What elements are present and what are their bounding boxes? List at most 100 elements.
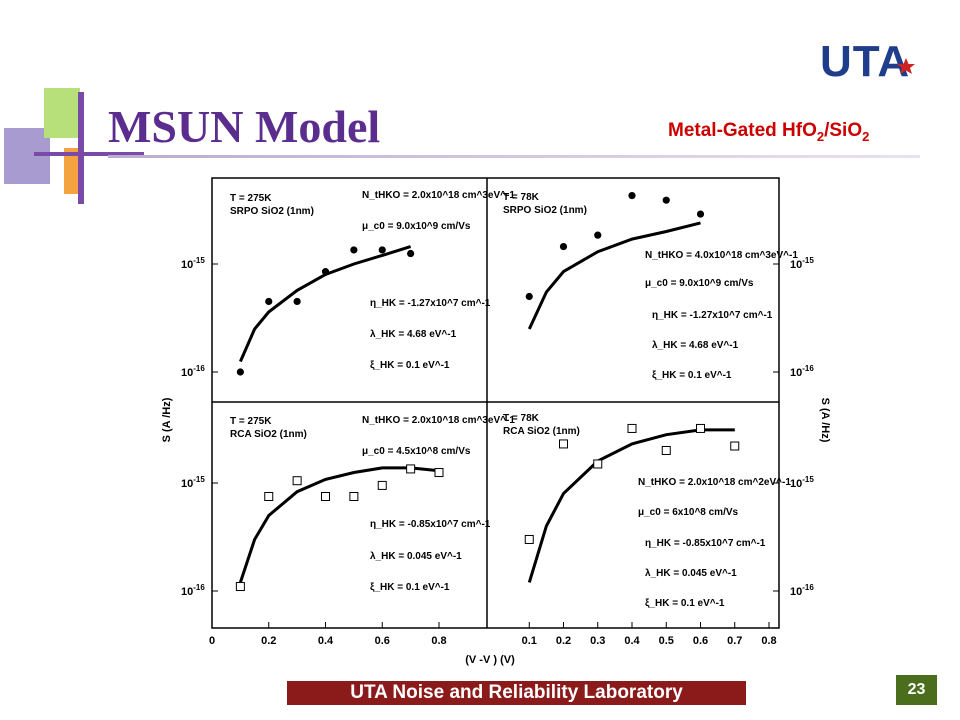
slide-number: 23 [896,675,937,705]
param-annotation-top-right: ξ_HK = 0.1 eV^-1 [652,370,732,381]
fit-curve-bottom-left [238,466,440,583]
data-point-bottom-left [377,480,387,490]
data-point-bottom-left [434,468,444,478]
data-point-top-left [378,246,386,254]
y-tick-label-right: 10-16 [790,583,814,598]
y-tick-exponent: -15 [193,256,205,265]
decor-square-green [44,88,80,138]
panel-header-top-right: SRPO SiO2 (1nm) [503,205,587,216]
x-tick-label-left: 0.4 [318,635,334,647]
param-annotation-top-left: N_tHKO = 2.0x10^18 cm^3eV^-1 [362,190,515,201]
data-point-bottom-right [593,459,603,469]
panel-header-bottom-left: T = 275K [230,416,272,427]
param-annotation-bottom-left: N_tHKO = 2.0x10^18 cm^3eV^-1 [362,415,515,426]
y-tick-label-right: 10-16 [790,364,814,379]
fit-curve-top-left [239,245,412,363]
data-point-bottom-left [349,491,359,501]
param-annotation-bottom-right: ξ_HK = 0.1 eV^-1 [645,598,725,609]
title-divider [108,155,920,158]
panel-header-top-left: T = 275K [230,193,272,204]
data-point-bottom-left [406,464,416,474]
param-annotation-top-right: N_tHKO = 4.0x10^18 cm^3eV^-1 [645,250,798,261]
data-point-bottom-left [292,476,302,486]
y-tick-label-left: 10-16 [181,364,205,379]
y-tick-label-left: 10-15 [181,475,205,490]
param-annotation-bottom-left: λ_HK = 0.045 eV^-1 [370,551,462,562]
y-tick-exponent: -15 [193,475,205,484]
data-point-top-left [293,297,301,306]
y-tick-exponent: -16 [802,583,814,592]
slide-subtitle: Metal-Gated HfO2/SiO2 [668,120,869,144]
param-annotation-top-right: μ_c0 = 9.0x10^9 cm/Vs [645,278,754,289]
data-point-top-left [321,268,330,276]
y-tick-exponent: -16 [193,583,205,592]
data-point-top-left [407,249,415,258]
x-tick-label-right: 0.4 [624,635,640,647]
panel-header-top-right: T = 78K [503,192,540,203]
x-tick-label-left: 0.6 [375,635,390,647]
x-tick-label-left: 0.8 [431,635,446,647]
y-tick-label-left: 10-16 [181,583,205,598]
x-tick-label-right: 0.6 [693,635,708,647]
y-tick-exponent: -16 [193,364,205,373]
panel-header-bottom-right: T = 78K [503,413,540,424]
param-annotation-bottom-left: η_HK = -0.85x10^7 cm^-1 [370,519,491,530]
panel-header-bottom-right: RCA SiO2 (1nm) [503,426,580,437]
param-annotation-top-left: η_HK = -1.27x10^7 cm^-1 [370,298,491,309]
param-annotation-bottom-right: λ_HK = 0.045 eV^-1 [645,568,737,579]
subtitle-sub-1: 2 [816,128,825,144]
y-tick-label-left: 10-15 [181,256,205,271]
star-icon [897,58,915,74]
data-point-top-left [265,297,273,306]
x-tick-label-right: 0.5 [659,635,674,647]
data-point-bottom-left [235,582,245,592]
x-tick-label-left: 0 [209,635,215,647]
x-tick-label-left: 0.2 [261,635,276,647]
param-annotation-bottom-right: η_HK = -0.85x10^7 cm^-1 [645,538,766,549]
footer-lab-name: UTA Noise and Reliability Laboratory [287,681,746,705]
data-point-top-right [628,191,636,200]
y-axis-label-left: S (A /Hz) [161,397,173,442]
x-axis-label: (V -V ) (V) [465,654,515,666]
data-point-bottom-right [627,423,637,433]
y-tick-exponent: -15 [802,475,814,484]
data-point-bottom-left [264,491,274,501]
uta-logo: UTA [820,37,915,84]
data-point-bottom-right [661,445,671,455]
data-point-top-right [662,196,670,204]
param-annotation-bottom-right: μ_c0 = 6x10^8 cm/Vs [638,507,739,518]
data-point-top-left [236,368,244,376]
param-annotation-bottom-left: ξ_HK = 0.1 eV^-1 [370,582,450,593]
param-annotation-bottom-left: μ_c0 = 4.5x10^8 cm/Vs [362,446,471,457]
subtitle-mid: /SiO [824,120,863,141]
param-annotation-top-right: λ_HK = 4.68 eV^-1 [652,340,739,351]
data-point-bottom-right [730,441,740,451]
uta-logo-text: UTA [820,37,910,84]
data-point-top-right [696,210,705,218]
subtitle-prefix: Metal-Gated HfO [668,120,817,141]
subtitle-sub-2: 2 [862,128,870,144]
param-annotation-top-left: μ_c0 = 9.0x10^9 cm/Vs [362,221,471,232]
x-tick-label-right: 0.1 [522,635,537,647]
y-axis-label-right: S (A /Hz) [819,398,831,443]
data-point-bottom-right [696,423,705,433]
data-point-top-right [594,231,602,239]
param-annotation-bottom-right: N_tHKO = 2.0x10^18 cm^2eV^-1 [638,477,791,488]
slide-title: MSUN Model [108,101,381,152]
param-annotation-top-left: ξ_HK = 0.1 eV^-1 [370,360,450,371]
decor-bar-purple-vertical [78,92,84,204]
y-tick-exponent: -15 [802,256,814,265]
decor-bar-purple-horizontal [34,152,144,156]
param-annotation-top-right: η_HK = -1.27x10^7 cm^-1 [652,310,773,321]
data-point-bottom-right [559,439,568,449]
param-annotation-top-left: λ_HK = 4.68 eV^-1 [370,329,457,340]
data-point-top-left [350,246,358,254]
y-tick-exponent: -16 [802,364,814,373]
data-point-top-right [525,292,533,301]
panel-header-bottom-left: RCA SiO2 (1nm) [230,429,307,440]
fit-curve-top-right [527,221,701,330]
y-tick-label-right: 10-15 [790,475,814,490]
data-point-bottom-left [321,491,330,501]
x-tick-label-right: 0.2 [556,635,571,647]
